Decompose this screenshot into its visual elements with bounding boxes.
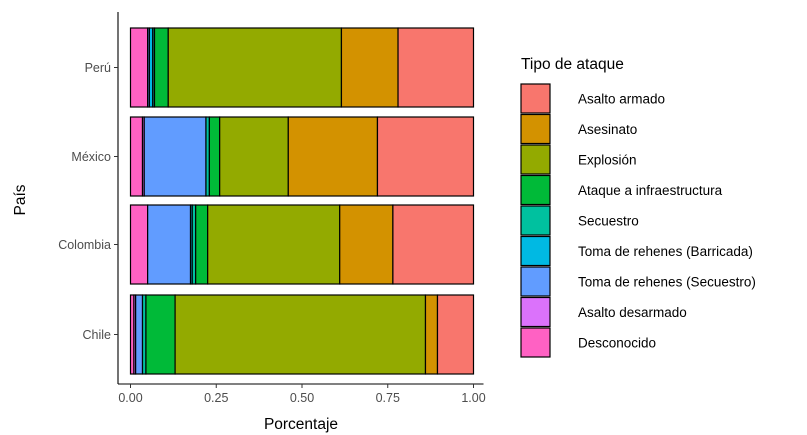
bar-segment xyxy=(397,27,475,108)
legend-key xyxy=(520,174,551,206)
bar-segment xyxy=(174,294,427,375)
bar-segment xyxy=(153,27,169,108)
x-tick-label: 0.50 xyxy=(290,391,314,405)
bar-segment xyxy=(135,294,144,375)
bar-segment xyxy=(219,116,289,197)
legend-label: Asalto desarmado xyxy=(578,305,687,320)
legend-key xyxy=(520,205,551,236)
x-tick-label: 1.00 xyxy=(461,391,485,405)
y-tick-label: México xyxy=(71,150,111,164)
legend: Tipo de ataque Asalto armado Asesinato Exp… xyxy=(520,56,756,358)
legend-key xyxy=(520,83,551,114)
legend-label: Toma de rehenes (Barricada) xyxy=(578,244,753,259)
bar-segment xyxy=(129,27,149,108)
y-tick-label: Colombia xyxy=(58,238,111,252)
bar-segment xyxy=(392,204,475,285)
legend-label: Ataque a infraestructura xyxy=(578,183,723,198)
x-tick-label: 0.25 xyxy=(204,391,228,405)
legend-title: Tipo de ataque xyxy=(521,56,624,73)
legend-label: Asalto armado xyxy=(578,92,665,107)
bar-segment xyxy=(208,116,221,197)
bar-segment xyxy=(424,294,439,375)
legend-label: Secuestro xyxy=(578,214,639,229)
bar-segment xyxy=(129,116,144,197)
x-tick-label: 0.00 xyxy=(118,391,142,405)
y-tick-label: Perú xyxy=(85,61,111,75)
legend-key xyxy=(520,327,551,358)
bar-segment xyxy=(143,116,207,197)
legend-key xyxy=(520,144,551,175)
bar-segment xyxy=(339,204,394,285)
bar-segment xyxy=(287,116,379,197)
bars-layer xyxy=(129,27,475,375)
axes-layer: 0.00 0.25 0.50 0.75 1.00 Perú México Colombia Ch… xyxy=(58,12,486,405)
bar-segment xyxy=(167,27,343,108)
legend-label: Toma de rehenes (Secuestro) xyxy=(578,275,756,290)
x-axis-title: Porcentaje xyxy=(264,416,338,433)
legend-key xyxy=(520,266,551,297)
bar-segment xyxy=(145,294,176,375)
legend-key xyxy=(520,296,551,328)
bar-segment xyxy=(340,27,399,108)
y-axis-title: País xyxy=(12,184,29,215)
x-tick-label: 0.75 xyxy=(376,391,400,405)
bar-segment xyxy=(147,204,192,285)
y-tick-label: Chile xyxy=(83,328,112,342)
bar-segment xyxy=(436,294,475,375)
legend-label: Asesinato xyxy=(578,122,637,137)
bar-segment xyxy=(195,204,209,285)
bar-segment xyxy=(129,204,149,285)
bar-segment xyxy=(207,204,341,285)
legend-label: Explosión xyxy=(578,153,637,168)
legend-label: Desconocido xyxy=(578,336,656,351)
legend-key xyxy=(520,113,551,145)
bar-segment xyxy=(376,116,475,197)
legend-key xyxy=(520,235,551,267)
